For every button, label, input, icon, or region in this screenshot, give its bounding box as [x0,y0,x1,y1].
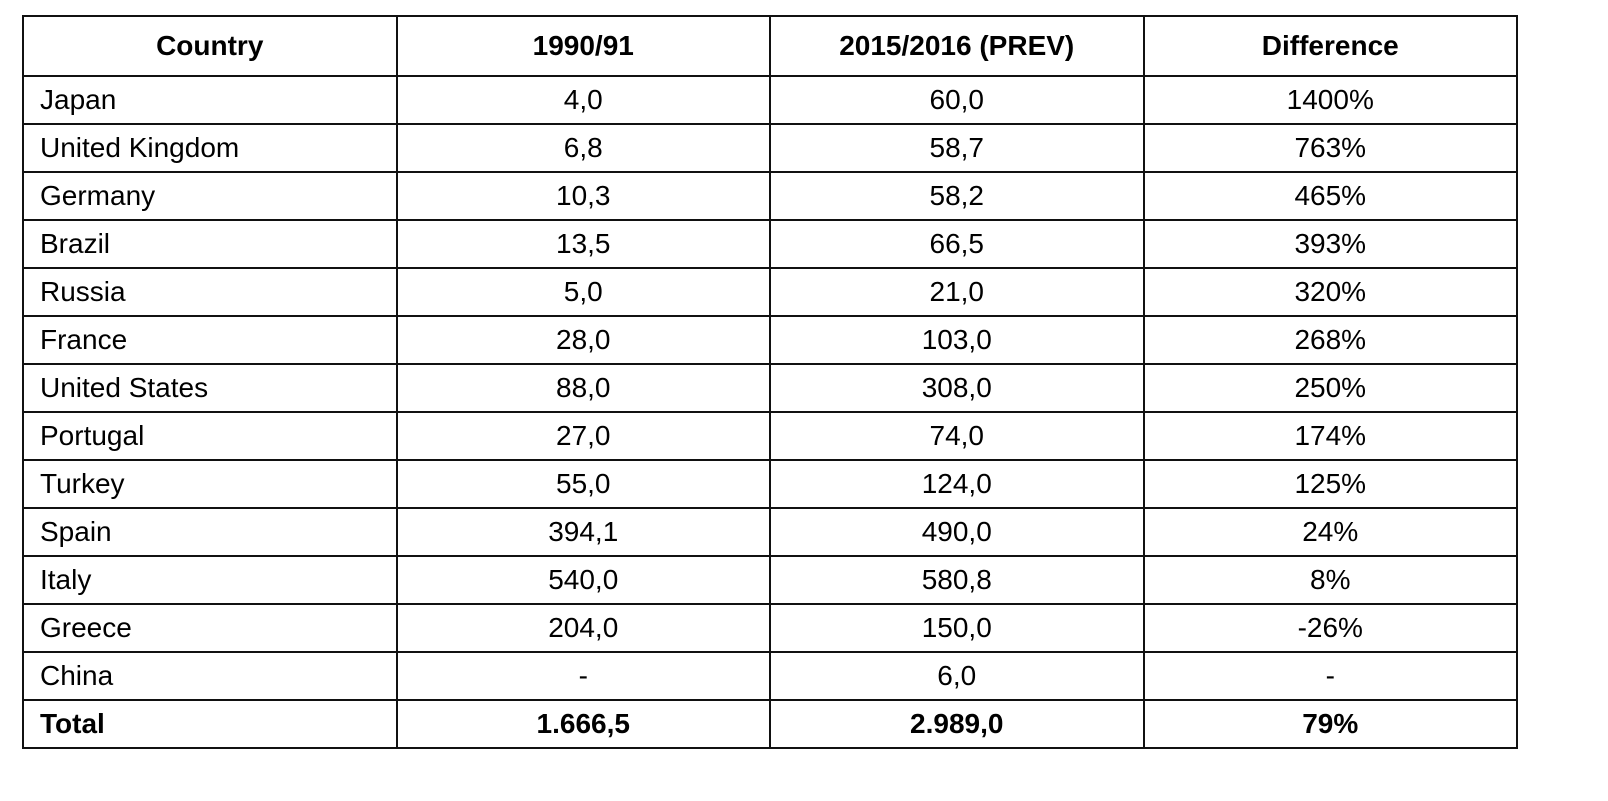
difference-cell: 320% [1142,267,1518,317]
value-2015-cell: 490,0 [769,507,1145,557]
value-2015-cell: 58,2 [769,171,1145,221]
difference-cell: 268% [1142,315,1518,365]
value-1990-cell: 5,0 [395,267,771,317]
header-country: Country [22,15,398,77]
value-1990-cell: - [395,651,771,701]
country-cell: Japan [22,75,398,125]
country-cell: China [22,651,398,701]
table-row: Germany 10,3 58,2 465% [22,171,1518,221]
value-1990-cell: 13,5 [395,219,771,269]
value-2015-cell: 6,0 [769,651,1145,701]
difference-cell: 250% [1142,363,1518,413]
table-row: Turkey 55,0 124,0 125% [22,459,1518,509]
table-row: United States 88,0 308,0 250% [22,363,1518,413]
difference-cell: 1400% [1142,75,1518,125]
value-2015-cell: 21,0 [769,267,1145,317]
value-2015-cell: 580,8 [769,555,1145,605]
difference-cell: 79% [1142,699,1518,749]
country-cell: Italy [22,555,398,605]
country-cell: Germany [22,171,398,221]
value-1990-cell: 27,0 [395,411,771,461]
value-1990-cell: 4,0 [395,75,771,125]
difference-cell: 24% [1142,507,1518,557]
difference-cell: - [1142,651,1518,701]
value-1990-cell: 1.666,5 [395,699,771,749]
value-1990-cell: 394,1 [395,507,771,557]
value-2015-cell: 60,0 [769,75,1145,125]
difference-cell: 8% [1142,555,1518,605]
country-cell: Total [22,699,398,749]
country-cell: United States [22,363,398,413]
difference-cell: -26% [1142,603,1518,653]
table-row: Portugal 27,0 74,0 174% [22,411,1518,461]
value-1990-cell: 88,0 [395,363,771,413]
value-1990-cell: 204,0 [395,603,771,653]
table-row: Italy 540,0 580,8 8% [22,555,1518,605]
country-cell: Turkey [22,459,398,509]
header-difference: Difference [1142,15,1518,77]
country-cell: Greece [22,603,398,653]
value-2015-cell: 103,0 [769,315,1145,365]
value-2015-cell: 58,7 [769,123,1145,173]
country-cell: Russia [22,267,398,317]
value-2015-cell: 124,0 [769,459,1145,509]
table-row: Brazil 13,5 66,5 393% [22,219,1518,269]
difference-cell: 763% [1142,123,1518,173]
table-row: France 28,0 103,0 268% [22,315,1518,365]
country-cell: Spain [22,507,398,557]
value-1990-cell: 28,0 [395,315,771,365]
value-2015-cell: 74,0 [769,411,1145,461]
table-row: Russia 5,0 21,0 320% [22,267,1518,317]
country-cell: United Kingdom [22,123,398,173]
value-1990-cell: 55,0 [395,459,771,509]
table-row: United Kingdom 6,8 58,7 763% [22,123,1518,173]
data-table: Country 1990/91 2015/2016 (PREV) Differe… [22,15,1518,749]
difference-cell: 125% [1142,459,1518,509]
header-2015-2016: 2015/2016 (PREV) [769,15,1145,77]
value-1990-cell: 6,8 [395,123,771,173]
value-2015-cell: 66,5 [769,219,1145,269]
table-row: Greece 204,0 150,0 -26% [22,603,1518,653]
country-cell: Brazil [22,219,398,269]
value-1990-cell: 540,0 [395,555,771,605]
header-row: Country 1990/91 2015/2016 (PREV) Differe… [22,15,1518,77]
difference-cell: 465% [1142,171,1518,221]
value-2015-cell: 2.989,0 [769,699,1145,749]
table-row: China -6,0- [22,651,1518,701]
table-row: Spain 394,1 490,0 24% [22,507,1518,557]
difference-cell: 393% [1142,219,1518,269]
value-2015-cell: 308,0 [769,363,1145,413]
header-1990-91: 1990/91 [395,15,771,77]
difference-cell: 174% [1142,411,1518,461]
value-2015-cell: 150,0 [769,603,1145,653]
value-1990-cell: 10,3 [395,171,771,221]
table-row: Japan 4,0 60,0 1400% [22,75,1518,125]
total-row: Total 1.666,5 2.989,0 79% [22,699,1518,749]
country-cell: France [22,315,398,365]
country-cell: Portugal [22,411,398,461]
